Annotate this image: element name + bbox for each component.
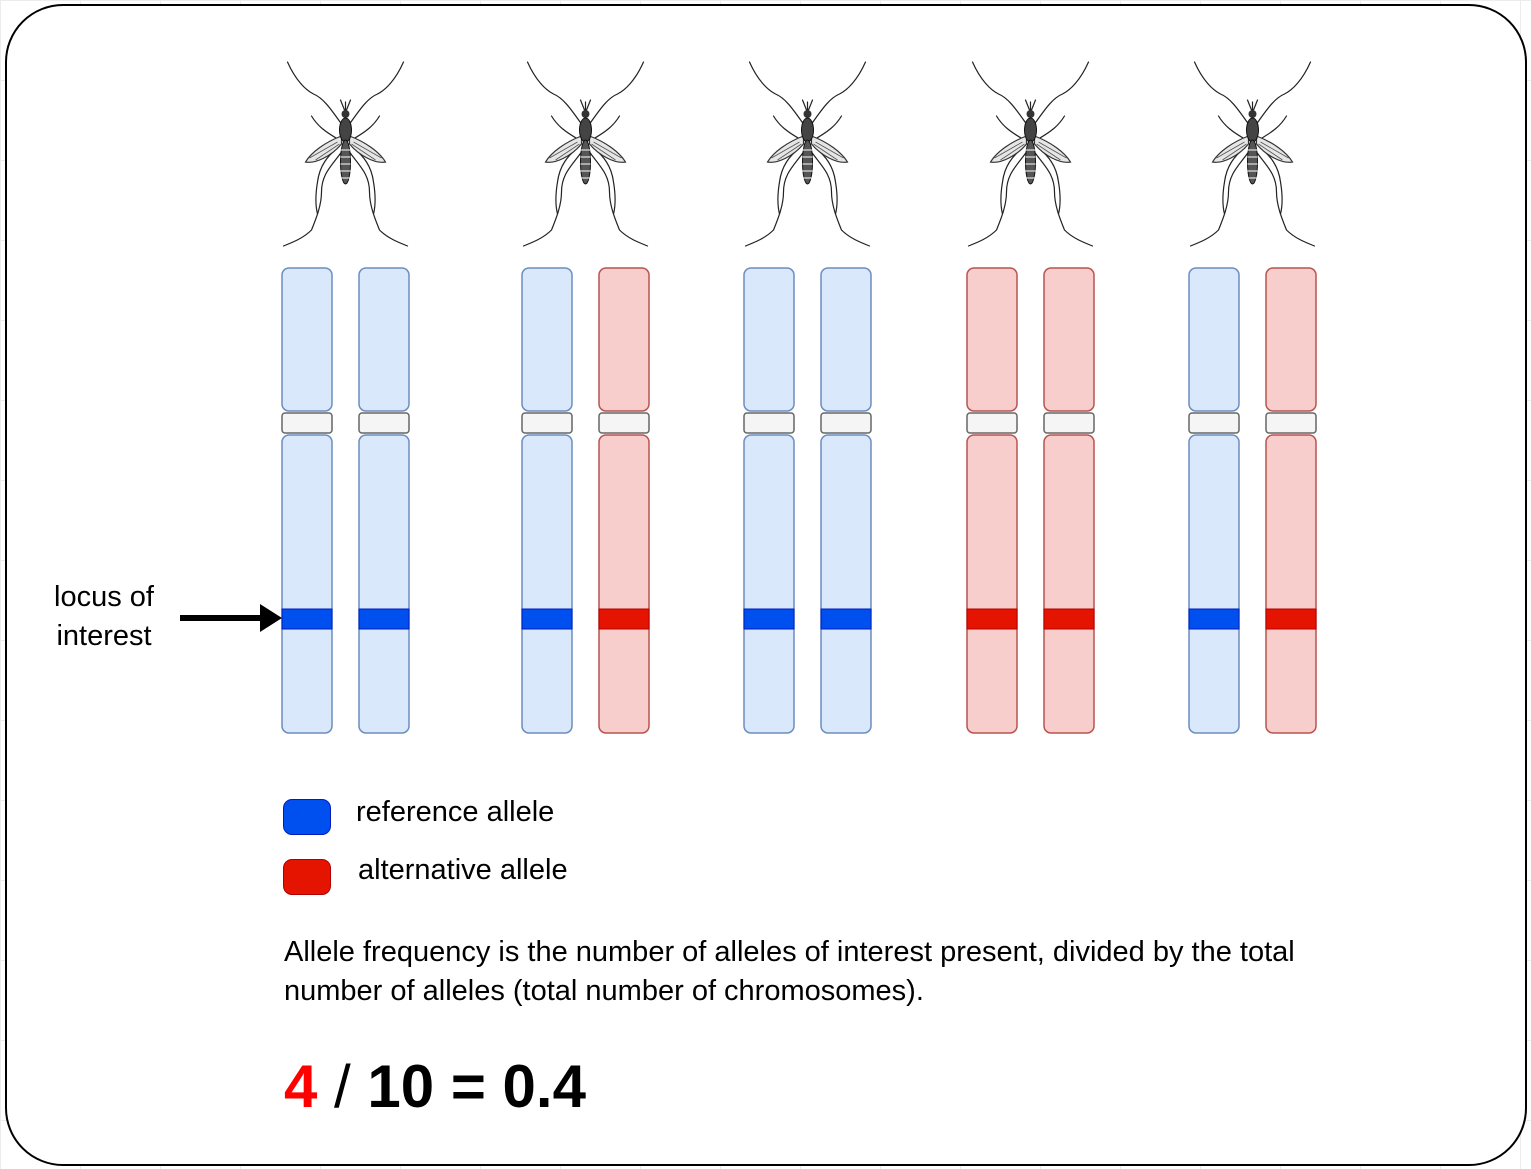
equation-equals: = xyxy=(450,1053,486,1120)
mosquito-icon xyxy=(744,61,871,247)
centromere xyxy=(966,412,1018,434)
chromosome-q-arm xyxy=(1043,434,1095,734)
chromosome-alternative xyxy=(598,267,650,734)
legend-reference-swatch xyxy=(283,799,331,835)
chromosome-reference xyxy=(1188,267,1240,734)
locus-label-line2: interest xyxy=(56,620,152,652)
chromosome-q-arm xyxy=(521,434,573,734)
chromosome-q-arm xyxy=(1265,434,1317,734)
chromosome-p-arm xyxy=(1188,267,1240,412)
chromosome-alternative xyxy=(966,267,1018,734)
legend-alternative-swatch xyxy=(283,859,331,895)
chromosome-reference xyxy=(820,267,872,734)
reference-allele-band xyxy=(743,608,795,630)
centromere xyxy=(358,412,410,434)
reference-allele-band xyxy=(521,608,573,630)
equation-slash: / xyxy=(334,1053,351,1120)
chromosome-reference xyxy=(743,267,795,734)
centromere xyxy=(1043,412,1095,434)
chromosome-reference xyxy=(281,267,333,734)
centromere xyxy=(743,412,795,434)
centromere xyxy=(1188,412,1240,434)
chromosome-p-arm xyxy=(521,267,573,412)
chromosome-q-arm xyxy=(598,434,650,734)
chromosome-q-arm xyxy=(966,434,1018,734)
equation-result: 0.4 xyxy=(502,1053,586,1120)
legend-alternative-label: alternative allele xyxy=(358,854,568,886)
mosquito-icon xyxy=(967,61,1094,247)
chromosome-q-arm xyxy=(281,434,333,734)
chromosome-q-arm xyxy=(1188,434,1240,734)
alternative-allele-band xyxy=(1265,608,1317,630)
chromosome-p-arm xyxy=(281,267,333,412)
chromosome-p-arm xyxy=(966,267,1018,412)
legend-reference-label: reference allele xyxy=(356,796,555,828)
chromosome-q-arm xyxy=(820,434,872,734)
allele-frequency-equation: 4 / 10 = 0.4 xyxy=(284,1052,586,1121)
centromere xyxy=(1265,412,1317,434)
chromosome-p-arm xyxy=(598,267,650,412)
reference-allele-band xyxy=(820,608,872,630)
chromosome-p-arm xyxy=(820,267,872,412)
chromosome-q-arm xyxy=(358,434,410,734)
centromere xyxy=(521,412,573,434)
equation-denominator: 10 xyxy=(367,1053,435,1120)
alternative-allele-band xyxy=(966,608,1018,630)
alternative-allele-band xyxy=(1043,608,1095,630)
reference-allele-band xyxy=(358,608,410,630)
reference-allele-band xyxy=(281,608,333,630)
centromere xyxy=(598,412,650,434)
reference-allele-band xyxy=(1188,608,1240,630)
chromosome-q-arm xyxy=(743,434,795,734)
chromosome-reference xyxy=(521,267,573,734)
mosquito-icon xyxy=(282,61,409,247)
locus-of-interest-label: locus of interest xyxy=(30,578,178,656)
centromere xyxy=(281,412,333,434)
chromosome-alternative xyxy=(1043,267,1095,734)
mosquito-icon xyxy=(1189,61,1316,247)
chromosome-p-arm xyxy=(1265,267,1317,412)
chromosome-alternative xyxy=(1265,267,1317,734)
equation-numerator: 4 xyxy=(284,1053,318,1120)
chromosome-reference xyxy=(358,267,410,734)
alternative-allele-band xyxy=(598,608,650,630)
locus-label-line1: locus of xyxy=(54,581,154,613)
chromosome-p-arm xyxy=(358,267,410,412)
mosquito-icon xyxy=(522,61,649,247)
explanation-text: Allele frequency is the number of allele… xyxy=(284,936,1295,1007)
chromosome-p-arm xyxy=(743,267,795,412)
centromere xyxy=(820,412,872,434)
locus-arrow xyxy=(180,604,282,632)
chromosome-p-arm xyxy=(1043,267,1095,412)
